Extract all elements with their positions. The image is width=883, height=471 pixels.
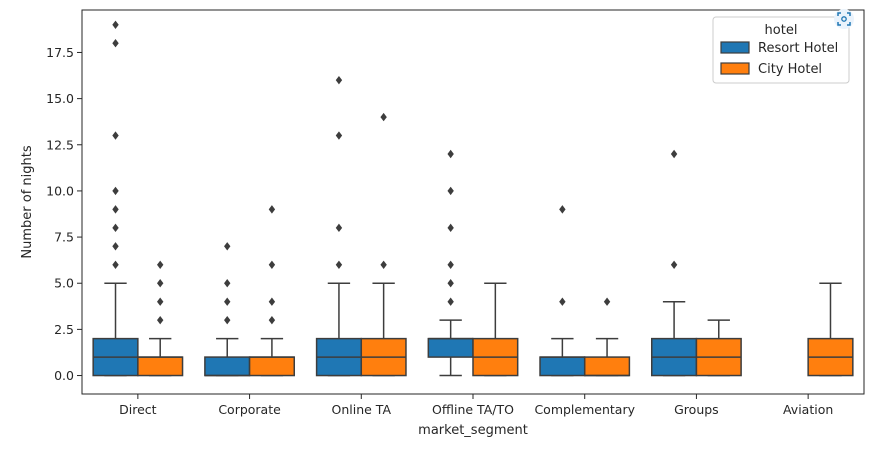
box-resort-hotel (539, 205, 586, 377)
outlier-point (559, 297, 566, 306)
legend-label-city-hotel: City Hotel (758, 62, 822, 77)
outlier-point (603, 297, 611, 306)
outlier-point (224, 315, 231, 325)
box-body (583, 356, 631, 377)
legend-swatch-city-hotel (720, 62, 750, 75)
box-resort-hotel (427, 149, 474, 377)
x-axis-title: market_segment (418, 423, 528, 438)
outlier-point (112, 186, 119, 196)
legend-label-resort-hotel: Resort Hotel (758, 41, 838, 56)
outlier-point (157, 279, 164, 288)
outlier-point (335, 131, 343, 140)
outlier-point (112, 242, 119, 251)
outlier-point (268, 297, 276, 306)
y-tick-label: 12.5 (46, 137, 74, 152)
outlier-point (380, 112, 387, 122)
outlier-point (157, 260, 164, 269)
box-body (427, 337, 474, 358)
box-resort-hotel (650, 149, 698, 377)
box-body (137, 356, 184, 377)
outlier-point (224, 297, 231, 306)
box-city-hotel (360, 112, 407, 377)
y-tick-label: 0.0 (54, 368, 74, 383)
box-city-hotel (137, 260, 184, 377)
y-tick-label: 7.5 (54, 230, 74, 245)
outlier-point (268, 205, 276, 214)
outlier-point (112, 223, 119, 233)
outlier-point (112, 131, 119, 140)
box-resort-hotel (92, 20, 139, 377)
x-tick-label: Offline TA/TO (432, 402, 514, 417)
outlier-point (112, 20, 119, 29)
box-city-hotel (472, 282, 519, 377)
outlier-point (112, 205, 119, 214)
outlier-point (335, 223, 343, 233)
box-city-hotel (695, 319, 742, 377)
outlier-point (224, 279, 231, 288)
legend: hotel Resort Hotel City Hotel (712, 16, 850, 84)
x-tick-label: Corporate (218, 402, 281, 417)
outlier-point (112, 260, 119, 269)
outlier-point (447, 223, 454, 233)
x-tick-label: Complementary (534, 402, 635, 417)
y-axis-title: Number of nights (20, 145, 35, 258)
outlier-point (447, 279, 454, 288)
outlier-point (268, 315, 276, 325)
box-city-hotel (583, 297, 631, 377)
outlier-point (447, 297, 454, 306)
outlier-point (447, 260, 454, 269)
box-city-hotel (248, 205, 296, 377)
box-city-hotel (807, 282, 854, 377)
y-tick-label: 2.5 (54, 322, 74, 337)
x-tick-label: Direct (119, 402, 157, 417)
box-body (204, 356, 251, 377)
outlier-point (447, 149, 454, 159)
y-tick-label: 17.5 (46, 45, 74, 60)
box-resort-hotel (204, 242, 251, 377)
outlier-point (559, 205, 566, 214)
outlier-point (157, 315, 164, 325)
box-body (539, 356, 586, 377)
outlier-point (157, 297, 164, 306)
y-axis: 0.0 2.5 5.0 7.5 10.0 12.5 15.0 17.5 (46, 45, 82, 383)
x-tick-label: Online TA (332, 402, 392, 417)
outlier-point (335, 260, 343, 269)
y-tick-label: 5.0 (54, 276, 74, 291)
x-tick-label: Aviation (783, 402, 833, 417)
y-tick-label: 10.0 (46, 183, 74, 198)
legend-swatch-resort-hotel (720, 41, 750, 54)
box-resort-hotel (315, 75, 363, 377)
outlier-point (112, 39, 119, 48)
plot-marks (92, 20, 854, 377)
y-tick-label: 15.0 (46, 91, 74, 106)
screenshot-icon-glyph (837, 12, 851, 26)
outlier-point (670, 260, 678, 269)
legend-title: hotel (765, 23, 798, 38)
outlier-point (335, 75, 343, 85)
x-tick-label: Groups (674, 402, 719, 417)
outlier-point (380, 260, 387, 269)
x-axis: Direct Corporate Online TA Offline TA/TO Com… (119, 394, 833, 417)
screenshot-icon[interactable] (834, 9, 854, 29)
box-body (248, 356, 296, 377)
outlier-point (268, 260, 276, 269)
outlier-point (224, 242, 231, 251)
outlier-point (670, 149, 678, 159)
outlier-point (447, 186, 454, 196)
